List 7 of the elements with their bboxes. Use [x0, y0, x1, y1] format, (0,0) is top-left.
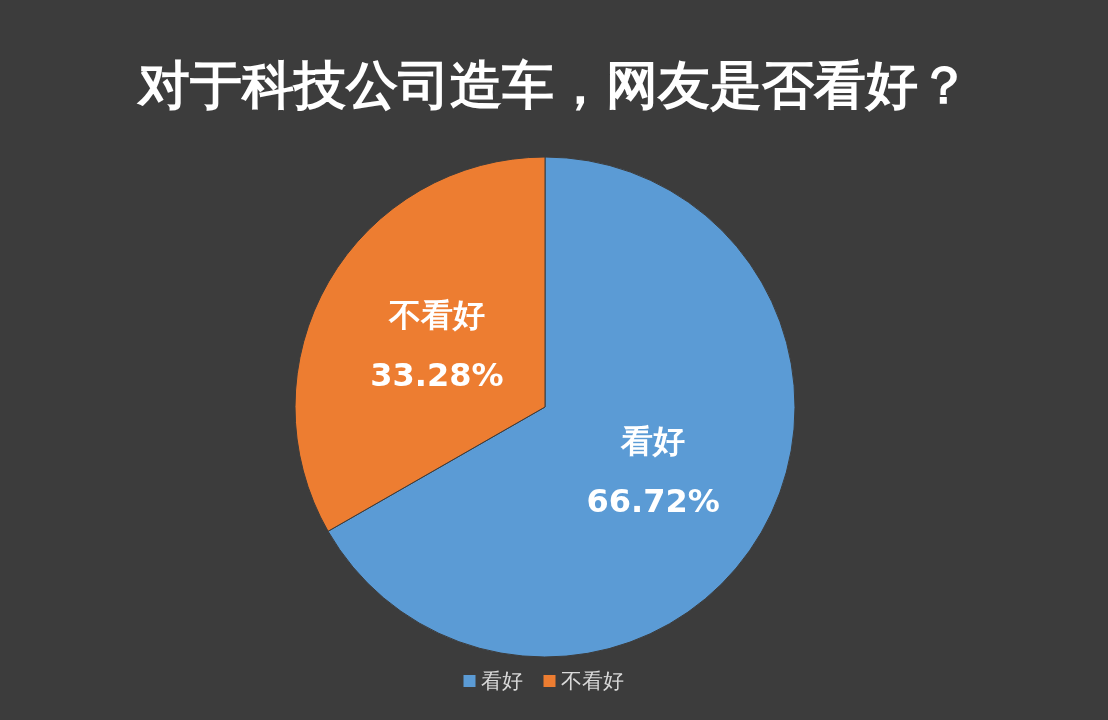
chart-title: 对于科技公司造车，网友是否看好？ — [136, 55, 970, 115]
legend-label: 看好 — [480, 669, 523, 693]
data-label: 33.28% — [370, 356, 504, 395]
slice-label: 不看好 — [387, 296, 485, 335]
legend-label: 不看好 — [560, 669, 624, 693]
data-label: 66.72% — [586, 481, 720, 520]
slice-label: 看好 — [620, 421, 686, 460]
